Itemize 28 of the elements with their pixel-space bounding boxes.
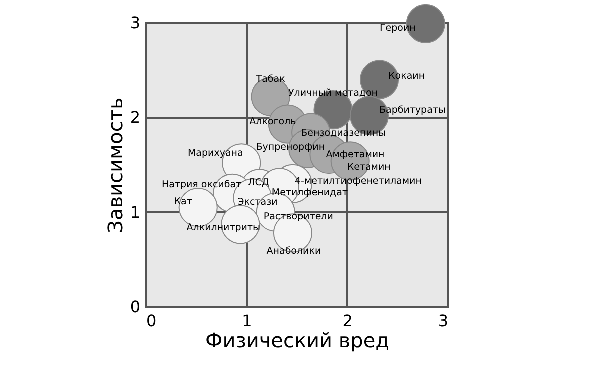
annotation: Бупренорфин — [256, 142, 326, 153]
annotation: Растворители — [264, 211, 334, 222]
annotation: Анаболики — [266, 246, 322, 258]
y-tick-label: 1 — [130, 202, 140, 222]
x-tick-label: 0 — [146, 312, 157, 330]
annotation: Бензодиазепины — [301, 128, 386, 139]
y-axis-title: Зависимость — [103, 98, 128, 234]
y-tick-label: 3 — [130, 14, 140, 32]
annotation: Натрия оксибат — [162, 179, 242, 190]
annotation: Барбитураты — [379, 104, 446, 116]
annotation: Кетамин — [347, 162, 391, 174]
annotation: 4-метилтиофенетиламин — [294, 176, 422, 187]
x-tick-label: 2 — [342, 312, 353, 330]
y-tick-label: 0 — [130, 298, 140, 316]
annotation: Табак — [255, 74, 286, 85]
y-tick-label: 2 — [130, 108, 140, 128]
x-tick-label: 1 — [242, 312, 252, 330]
x-tick-label: 3 — [438, 312, 448, 330]
annotation: Кат — [174, 196, 193, 208]
annotation: Марихуана — [188, 148, 244, 160]
x-axis-title: Физический вред — [205, 328, 390, 352]
annotation: Алкилнитриты — [186, 222, 260, 234]
annotation: Амфетамин — [326, 150, 385, 161]
annotation: ЛСД — [248, 178, 270, 189]
annotation: Экстази — [238, 197, 278, 208]
annotation: Алкоголь — [250, 116, 297, 128]
annotation: Кокаин — [388, 70, 426, 82]
annotation: Героин — [380, 22, 416, 34]
